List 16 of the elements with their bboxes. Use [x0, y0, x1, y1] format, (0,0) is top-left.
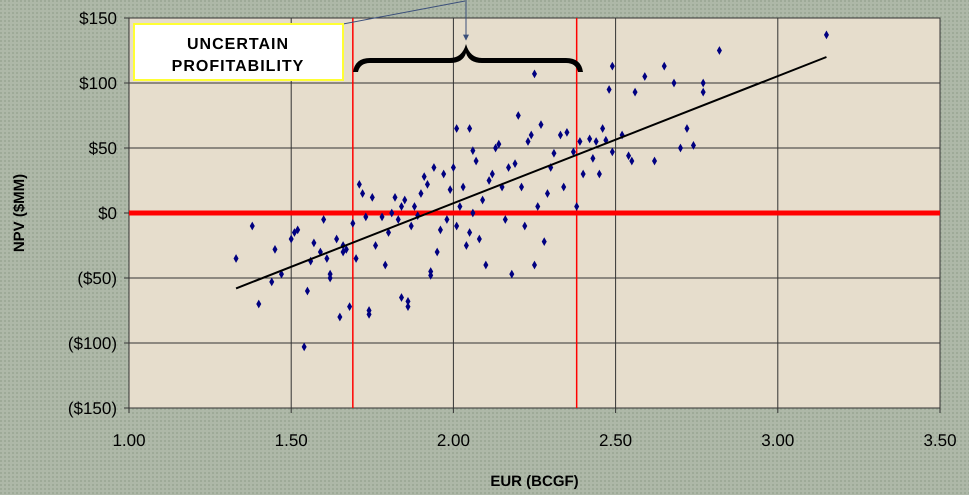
x-tick-label: 2.00	[436, 431, 470, 450]
y-tick-label: ($100)	[68, 334, 117, 353]
x-tick-label: 1.00	[112, 431, 146, 450]
x-tick-label: 2.50	[599, 431, 632, 450]
x-tick-label: 3.50	[923, 431, 957, 450]
y-tick-label: $100	[79, 74, 117, 93]
y-tick-label: ($50)	[77, 268, 117, 288]
y-tick-label: ($150)	[68, 398, 117, 418]
annotation: UNCERTAIN PROFITABILITY	[172, 36, 304, 75]
x-tick-label: 3.00	[761, 431, 794, 450]
x-axis-title: EUR (BCGF)	[490, 473, 579, 490]
y-tick-label: $0	[98, 204, 117, 223]
y-axis-title: NPV ($MM)	[11, 174, 28, 252]
y-tick-label: $50	[88, 138, 117, 158]
y-tick-label: $150	[79, 8, 117, 28]
x-tick-label: 1.50	[274, 431, 308, 450]
